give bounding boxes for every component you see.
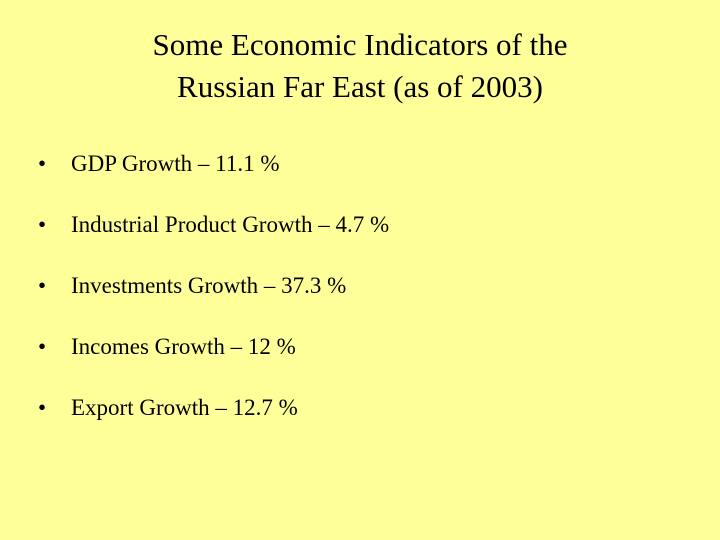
bullet-item-investments-growth: • Investments Growth – 37.3 % xyxy=(0,266,720,327)
bullet-icon: • xyxy=(38,212,47,237)
bullet-icon: • xyxy=(38,395,47,420)
bullet-item-export-growth: • Export Growth – 12.7 % xyxy=(0,388,720,449)
slide-title: Some Economic Indicators of the Russian … xyxy=(0,24,720,108)
bullet-text: Industrial Product Growth – 4.7 % xyxy=(71,212,390,237)
slide-title-line-1: Some Economic Indicators of the xyxy=(152,27,568,62)
slide-title-line-2: Russian Far East (as of 2003) xyxy=(177,69,543,104)
bullet-item-gdp-growth: • GDP Growth – 11.1 % xyxy=(0,144,720,205)
bullet-text: Export Growth – 12.7 % xyxy=(71,395,298,420)
bullet-text: Incomes Growth – 12 % xyxy=(71,334,296,359)
bullet-item-incomes-growth: • Incomes Growth – 12 % xyxy=(0,327,720,388)
bullet-text: Investments Growth – 37.3 % xyxy=(71,273,347,298)
bullet-icon: • xyxy=(38,151,47,176)
bullet-icon: • xyxy=(38,273,47,298)
bullet-list: • GDP Growth – 11.1 % • Industrial Produ… xyxy=(0,144,720,449)
bullet-text: GDP Growth – 11.1 % xyxy=(71,151,280,176)
bullet-icon: • xyxy=(38,334,47,359)
bullet-item-industrial-product-growth: • Industrial Product Growth – 4.7 % xyxy=(0,205,720,266)
